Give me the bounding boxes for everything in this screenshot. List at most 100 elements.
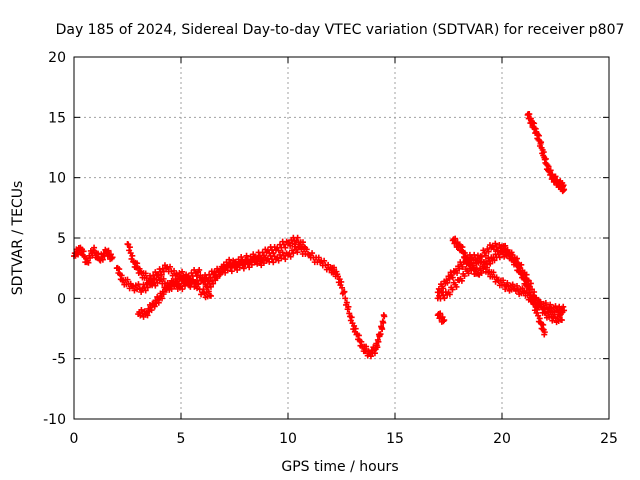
series-track-i: [524, 111, 568, 195]
data-point: [129, 252, 136, 259]
data-point: [441, 317, 448, 324]
x-axis-label: GPS time / hours: [281, 459, 398, 475]
data-point: [107, 251, 114, 258]
data-point: [461, 273, 468, 280]
x-tick-label: 5: [177, 431, 186, 447]
data-point: [158, 271, 165, 278]
data-point: [560, 303, 567, 310]
data-point: [527, 280, 534, 287]
y-tick-label: 15: [48, 110, 66, 126]
data-point: [142, 270, 149, 277]
data-point: [547, 301, 554, 308]
data-point: [299, 239, 306, 246]
data-point: [500, 277, 507, 284]
data-point: [142, 287, 149, 294]
data-point: [290, 250, 297, 257]
data-point: [282, 244, 289, 251]
data-point: [207, 283, 214, 290]
data-point: [454, 239, 461, 246]
data-point: [519, 285, 526, 292]
data-point: [167, 263, 174, 270]
data-point: [134, 260, 141, 267]
data-point: [171, 267, 178, 274]
data-point: [520, 289, 527, 296]
data-point: [201, 276, 208, 283]
data-point: [446, 275, 453, 282]
data-point: [381, 313, 388, 320]
data-point: [179, 286, 186, 293]
data-point: [551, 311, 558, 318]
data-point: [363, 343, 370, 350]
data-point: [301, 243, 308, 250]
data-point: [172, 278, 179, 285]
series-track-a: [71, 244, 116, 266]
data-point: [309, 250, 316, 257]
data-point: [465, 270, 472, 277]
data-point: [205, 288, 212, 295]
data-point: [473, 266, 480, 273]
data-point: [155, 299, 162, 306]
data-point: [535, 132, 542, 139]
data-point: [292, 241, 299, 248]
data-point: [294, 234, 301, 241]
data-point: [444, 279, 451, 286]
data-point: [258, 255, 265, 262]
data-point: [509, 281, 516, 288]
data-point: [561, 307, 568, 314]
data-point: [345, 303, 352, 310]
axis-ticks: 0 5 10 15 20 25 -10 -5 0 5 10 15 20: [43, 50, 618, 447]
y-tick-label: 10: [48, 171, 66, 187]
data-point: [355, 332, 362, 339]
data-point: [371, 350, 378, 357]
data-point: [338, 278, 345, 285]
data-point: [542, 300, 549, 307]
data-point: [536, 315, 543, 322]
data-point: [542, 155, 549, 162]
data-point: [352, 325, 359, 332]
data-point: [124, 276, 131, 283]
data-point: [545, 163, 552, 170]
chart-title: Day 185 of 2024, Sidereal Day-to-day VTE…: [56, 22, 625, 38]
data-point: [446, 291, 453, 298]
data-point: [523, 271, 530, 278]
data-point: [138, 288, 145, 295]
data-point: [495, 251, 502, 258]
data-point: [270, 250, 277, 257]
data-point: [549, 317, 556, 324]
data-point: [473, 259, 480, 266]
data-point: [210, 280, 217, 287]
data-point: [238, 254, 245, 261]
data-point: [437, 310, 444, 317]
x-tick-label: 25: [600, 431, 618, 447]
data-point: [538, 139, 545, 146]
data-point: [506, 255, 513, 262]
data-point: [485, 248, 492, 255]
data-point: [374, 344, 381, 351]
data-point: [458, 277, 465, 284]
data-point: [321, 257, 328, 264]
data-point: [561, 186, 568, 193]
data-point: [207, 292, 214, 299]
data-point: [348, 314, 355, 321]
data-point: [541, 329, 548, 336]
data-point: [502, 286, 509, 293]
x-tick-label: 20: [493, 431, 511, 447]
data-point: [469, 262, 476, 269]
data-point: [195, 281, 202, 288]
data-point: [217, 271, 224, 278]
data-point: [159, 295, 166, 302]
data-point: [453, 283, 460, 290]
data-point: [118, 272, 125, 279]
y-tick-label: 0: [57, 291, 66, 307]
x-tick-label: 0: [70, 431, 79, 447]
data-point: [456, 265, 463, 272]
data-point: [556, 312, 563, 319]
data-point: [226, 256, 233, 263]
data-point: [282, 256, 289, 263]
data-point: [214, 275, 221, 282]
data-point: [144, 312, 151, 319]
x-tick-label: 15: [386, 431, 404, 447]
data-point: [136, 265, 143, 272]
data-point: [452, 235, 459, 242]
